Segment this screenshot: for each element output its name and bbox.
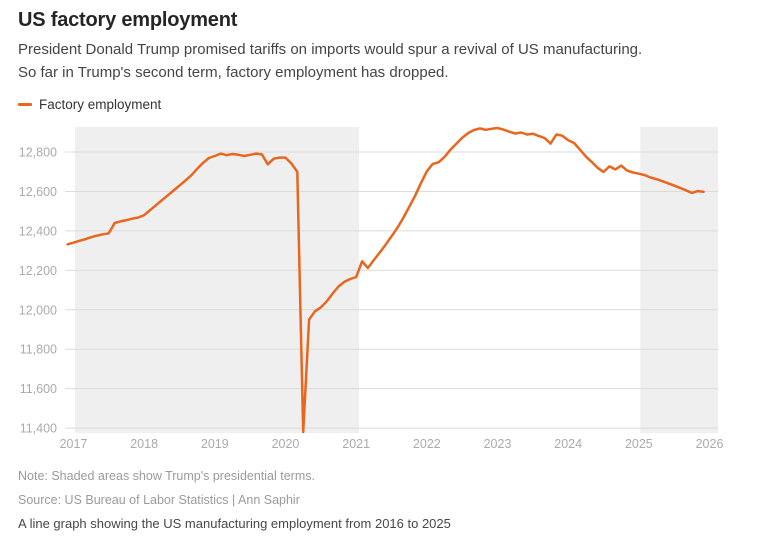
chart-source: Source: US Bureau of Labor Statistics | … bbox=[18, 493, 300, 507]
y-tick-label: 12,200 bbox=[19, 264, 57, 278]
chart-alt-caption: A line graph showing the US manufacturin… bbox=[18, 516, 451, 531]
x-tick-label: 2022 bbox=[413, 437, 441, 451]
factory-employment-line-chart: 12,800 12,600 12,400 12,200 12,000 11,800 11,6… bbox=[19, 126, 724, 451]
y-tick-label: 12,400 bbox=[19, 224, 57, 238]
employment-line bbox=[66, 126, 705, 434]
chart-subtitle-line1: President Donald Trump promised tariffs … bbox=[18, 41, 643, 58]
term-shading-region bbox=[74, 127, 359, 433]
chart-note: Note: Shaded areas show Trump's presiden… bbox=[18, 469, 315, 483]
x-tick-label: 2018 bbox=[130, 437, 158, 451]
x-tick-label: 2017 bbox=[60, 437, 88, 451]
term-shading-region bbox=[640, 127, 718, 433]
y-tick-label: 12,000 bbox=[19, 303, 57, 317]
x-tick-label: 2019 bbox=[201, 437, 229, 451]
legend: Factory employment bbox=[18, 97, 161, 112]
y-tick-label: 12,800 bbox=[19, 146, 57, 160]
legend-label: Factory employment bbox=[39, 97, 162, 112]
y-tick-label: 11,600 bbox=[20, 382, 57, 396]
chart-title: US factory employment bbox=[18, 9, 238, 31]
x-tick-label: 2025 bbox=[625, 437, 653, 451]
y-tick-label: 11,400 bbox=[20, 422, 57, 436]
chart-subtitle: President Donald Trump promised tariffs … bbox=[18, 38, 763, 84]
y-tick-label: 12,600 bbox=[19, 185, 57, 199]
x-tick-label: 2021 bbox=[342, 437, 370, 451]
y-tick-label: 11,800 bbox=[20, 343, 57, 357]
x-tick-label: 2024 bbox=[554, 437, 582, 451]
legend-line-swatch bbox=[18, 103, 32, 106]
x-tick-label: 2020 bbox=[272, 437, 300, 451]
x-tick-label: 2026 bbox=[696, 437, 724, 451]
x-tick-label: 2023 bbox=[484, 437, 512, 451]
chart-subtitle-line2: So far in Trump's second term, factory e… bbox=[18, 64, 449, 81]
